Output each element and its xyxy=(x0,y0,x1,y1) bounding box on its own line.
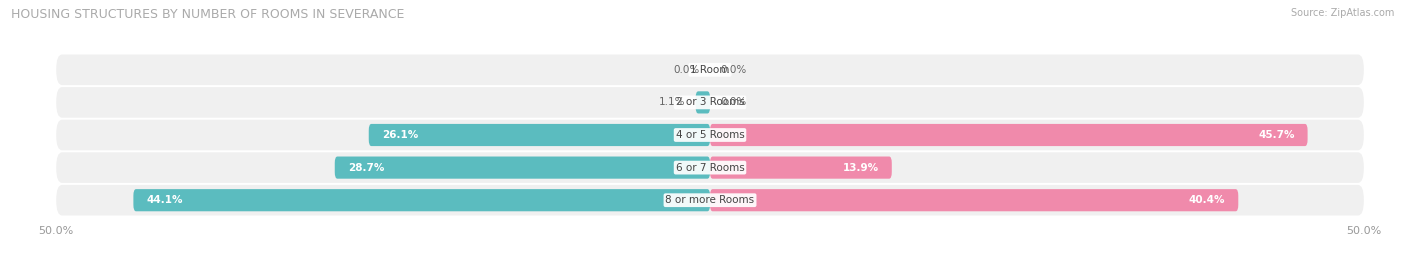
Text: 4 or 5 Rooms: 4 or 5 Rooms xyxy=(676,130,744,140)
Text: HOUSING STRUCTURES BY NUMBER OF ROOMS IN SEVERANCE: HOUSING STRUCTURES BY NUMBER OF ROOMS IN… xyxy=(11,8,405,21)
Text: 6 or 7 Rooms: 6 or 7 Rooms xyxy=(676,163,744,173)
FancyBboxPatch shape xyxy=(710,124,1308,146)
Text: 0.0%: 0.0% xyxy=(673,65,700,75)
Text: 2 or 3 Rooms: 2 or 3 Rooms xyxy=(676,97,744,107)
FancyBboxPatch shape xyxy=(134,189,710,211)
Text: 0.0%: 0.0% xyxy=(720,65,747,75)
FancyBboxPatch shape xyxy=(710,157,891,179)
Text: 1.1%: 1.1% xyxy=(658,97,685,107)
Text: 13.9%: 13.9% xyxy=(842,163,879,173)
Text: 1 Room: 1 Room xyxy=(690,65,730,75)
Text: 44.1%: 44.1% xyxy=(146,195,183,205)
FancyBboxPatch shape xyxy=(56,120,1364,150)
Text: 8 or more Rooms: 8 or more Rooms xyxy=(665,195,755,205)
FancyBboxPatch shape xyxy=(56,152,1364,183)
Text: Source: ZipAtlas.com: Source: ZipAtlas.com xyxy=(1291,8,1395,18)
FancyBboxPatch shape xyxy=(56,185,1364,215)
FancyBboxPatch shape xyxy=(696,91,710,113)
Text: 26.1%: 26.1% xyxy=(382,130,418,140)
FancyBboxPatch shape xyxy=(56,87,1364,118)
FancyBboxPatch shape xyxy=(368,124,710,146)
Text: 28.7%: 28.7% xyxy=(347,163,384,173)
FancyBboxPatch shape xyxy=(710,189,1239,211)
Text: 45.7%: 45.7% xyxy=(1258,130,1295,140)
FancyBboxPatch shape xyxy=(335,157,710,179)
Text: 0.0%: 0.0% xyxy=(720,97,747,107)
FancyBboxPatch shape xyxy=(56,55,1364,85)
Text: 40.4%: 40.4% xyxy=(1188,195,1225,205)
